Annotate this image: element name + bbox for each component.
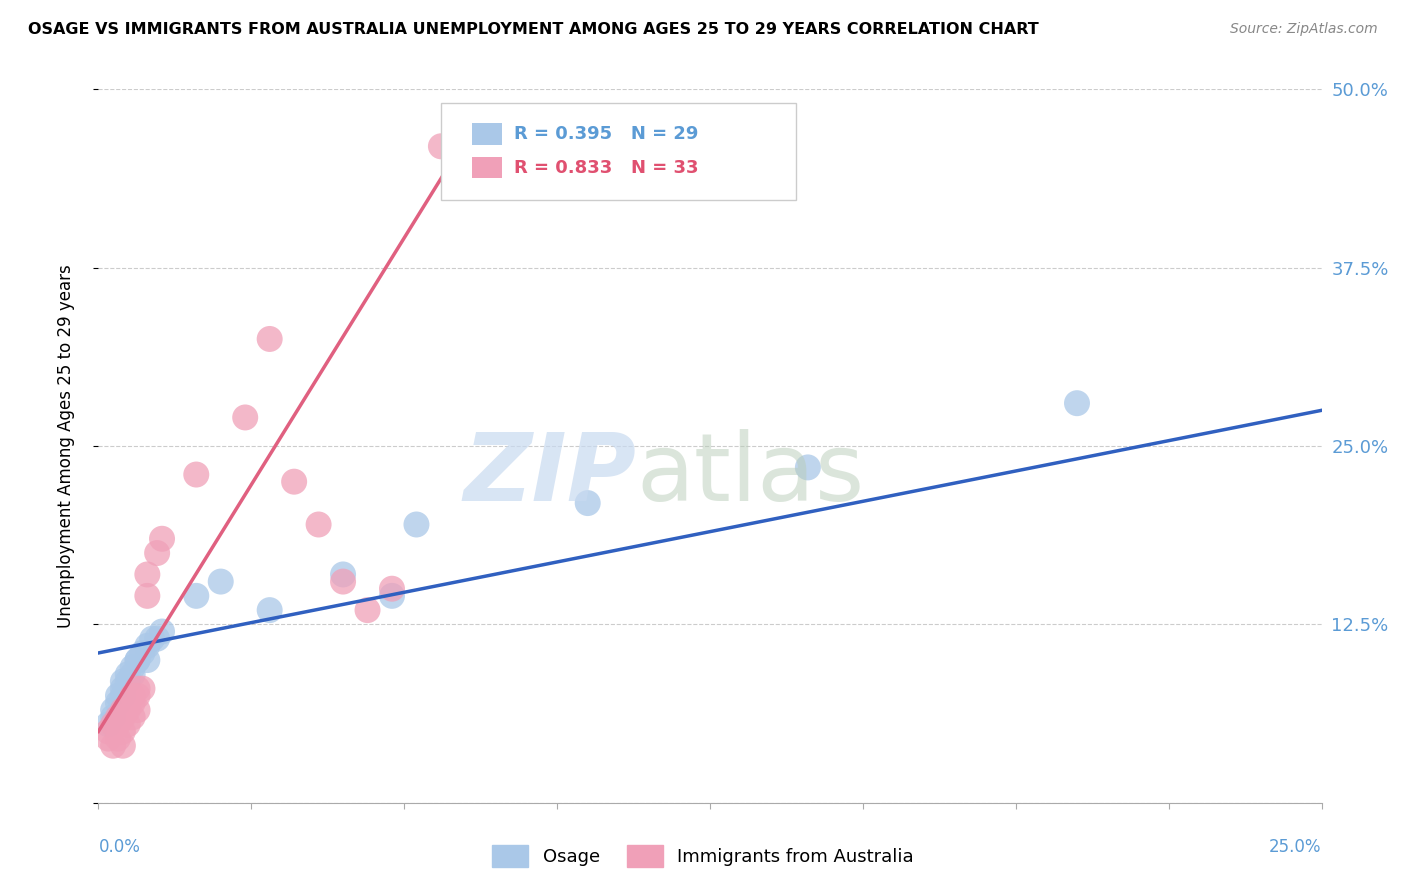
Point (150, 624, 173, 639)
Text: R = 0.833   N = 33: R = 0.833 N = 33 (515, 159, 699, 177)
Text: atlas: atlas (637, 428, 865, 521)
Point (150, 532, 173, 546)
Point (117, 667, 139, 681)
Point (111, 724, 134, 739)
Point (136, 567, 159, 582)
Point (111, 689, 134, 703)
Y-axis label: Unemployment Among Ages 25 to 29 years: Unemployment Among Ages 25 to 29 years (56, 264, 75, 628)
Point (97, 717, 120, 731)
Point (1066, 396, 1088, 410)
Text: 25.0%: 25.0% (1270, 838, 1322, 856)
Point (107, 710, 129, 724)
Point (111, 739, 134, 753)
Point (117, 703, 139, 717)
Point (101, 710, 124, 724)
Point (107, 731, 129, 746)
Point (121, 660, 143, 674)
Point (405, 517, 427, 532)
Point (797, 460, 820, 475)
Text: Source: ZipAtlas.com: Source: ZipAtlas.com (1230, 22, 1378, 37)
Point (127, 653, 149, 667)
Point (111, 681, 134, 696)
Point (121, 689, 143, 703)
Point (141, 632, 163, 646)
Point (121, 667, 143, 681)
Point (136, 653, 159, 667)
Point (332, 574, 354, 589)
FancyBboxPatch shape (471, 123, 502, 145)
Text: ZIP: ZIP (464, 428, 637, 521)
Point (131, 646, 153, 660)
Point (101, 739, 124, 753)
Point (186, 589, 208, 603)
Point (127, 681, 149, 696)
Point (136, 589, 159, 603)
Point (117, 717, 139, 731)
Point (308, 517, 330, 532)
Point (97, 724, 120, 739)
Point (101, 703, 124, 717)
Point (209, 574, 232, 589)
Point (131, 681, 153, 696)
Text: OSAGE VS IMMIGRANTS FROM AUSTRALIA UNEMPLOYMENT AMONG AGES 25 TO 29 YEARS CORREL: OSAGE VS IMMIGRANTS FROM AUSTRALIA UNEMP… (28, 22, 1039, 37)
Point (136, 639, 159, 653)
Point (111, 674, 134, 689)
Point (97, 731, 120, 746)
Text: R = 0.395   N = 29: R = 0.395 N = 29 (515, 125, 699, 143)
FancyBboxPatch shape (441, 103, 796, 200)
Point (381, 582, 404, 596)
Point (259, 603, 281, 617)
Text: 0.0%: 0.0% (98, 838, 141, 856)
Point (121, 710, 143, 724)
Point (127, 689, 149, 703)
Point (146, 632, 169, 646)
Point (259, 332, 281, 346)
Point (111, 703, 134, 717)
Legend: Osage, Immigrants from Australia: Osage, Immigrants from Australia (485, 838, 921, 874)
Point (146, 546, 169, 560)
Point (356, 603, 378, 617)
Point (576, 496, 599, 510)
Point (117, 674, 139, 689)
Point (127, 653, 149, 667)
Point (101, 717, 124, 731)
Point (430, 139, 453, 153)
Point (127, 703, 149, 717)
Point (121, 696, 143, 710)
Point (186, 467, 208, 482)
Point (107, 689, 129, 703)
Point (107, 717, 129, 731)
Point (107, 696, 129, 710)
Point (111, 710, 134, 724)
FancyBboxPatch shape (471, 157, 502, 178)
Point (283, 475, 305, 489)
Point (233, 410, 256, 425)
Point (332, 567, 354, 582)
Point (381, 589, 404, 603)
